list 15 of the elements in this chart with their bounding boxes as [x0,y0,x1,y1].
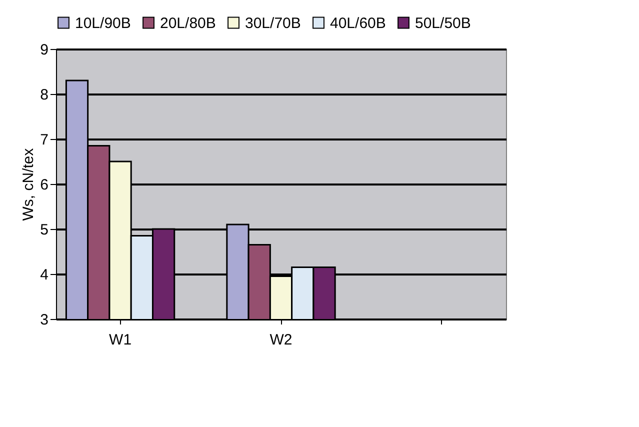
legend-label: 10L/90B [75,14,131,32]
legend-label: 50L/50B [415,14,471,32]
y-tick-label: 6 [40,176,48,194]
legend-label: 20L/80B [160,14,216,32]
legend-label: 40L/60B [330,14,386,32]
legend-label: 30L/70B [245,14,301,32]
y-tick-label: 4 [40,266,48,284]
y-tick-label: 9 [40,42,48,58]
y-tick-label: 7 [40,132,48,148]
y-axis-title: Ws, cN/tex [20,148,38,221]
x-tick-label: W1 [109,332,132,348]
y-tick-label: 5 [40,222,48,238]
y-tick-label: 8 [40,86,48,104]
x-tick-label: W2 [270,332,292,348]
y-tick-label: 3 [40,312,48,328]
